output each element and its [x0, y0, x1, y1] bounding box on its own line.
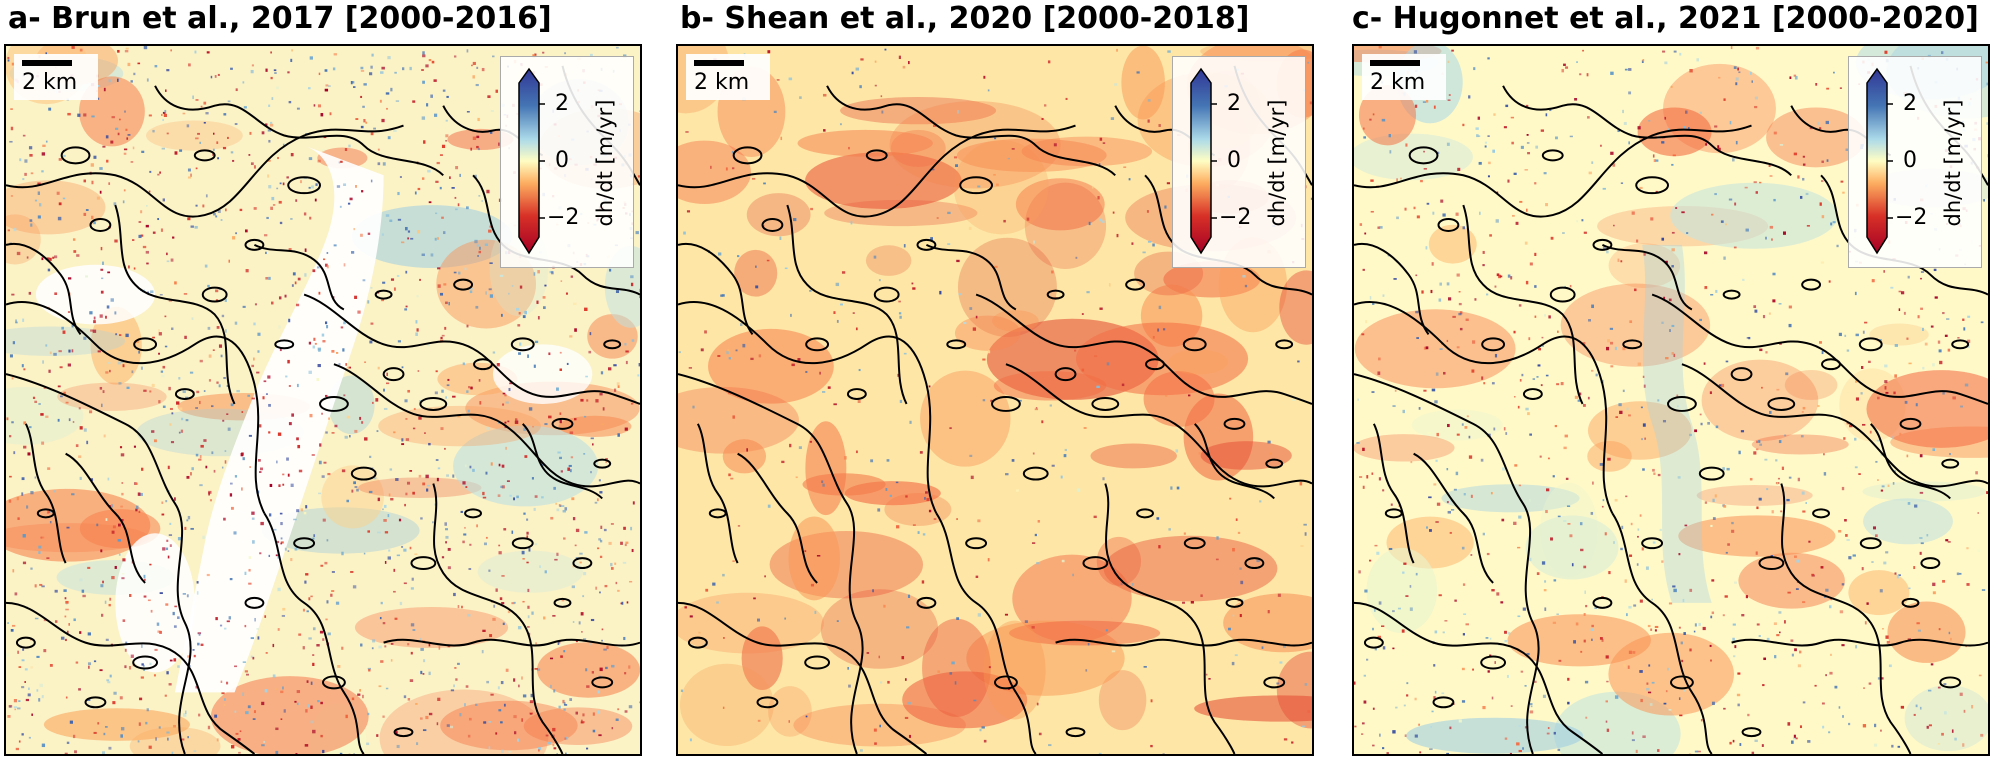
scale-bar-label: 2 km	[1370, 70, 1426, 95]
colorbar: 2 0 −2 dh/dt [m/yr]	[500, 56, 634, 268]
scale-bar-line	[694, 60, 744, 66]
colorbar-tick-max: 2	[555, 91, 569, 116]
scale-bar-label: 2 km	[22, 70, 78, 95]
colorbar-label: dh/dt [m/yr]	[1941, 99, 1965, 227]
scale-bar-line	[22, 60, 72, 66]
panel-b-map[interactable]: 2 km 2 0 −2 dh/dt [m/yr]	[676, 44, 1314, 756]
panel-c-map[interactable]: 2 km 2 0 −2 dh/dt [m/yr]	[1352, 44, 1990, 756]
colorbar-gradient	[1866, 67, 1893, 255]
colorbar-tick-zero: 0	[1227, 148, 1241, 173]
panel-c-title: c- Hugonnet et al., 2021 [2000-2020]	[1352, 1, 1979, 36]
panel-a-title: a- Brun et al., 2017 [2000-2016]	[8, 1, 552, 36]
scale-bar-line	[1370, 60, 1420, 66]
colorbar-tick-zero: 0	[555, 148, 569, 173]
panel-b: b- Shean et al., 2020 [2000-2018] 2 km 2…	[672, 0, 1322, 763]
scale-bar: 2 km	[686, 54, 770, 100]
colorbar-tick-min: −2	[547, 205, 580, 230]
scale-bar: 2 km	[1362, 54, 1446, 100]
scale-bar: 2 km	[14, 54, 98, 100]
colorbar-label: dh/dt [m/yr]	[593, 99, 617, 227]
panel-c: c- Hugonnet et al., 2021 [2000-2020] 2 k…	[1344, 0, 1994, 763]
colorbar-gradient	[1190, 67, 1217, 255]
colorbar-tick-max: 2	[1903, 91, 1917, 116]
colorbar-label: dh/dt [m/yr]	[1265, 99, 1289, 227]
colorbar: 2 0 −2 dh/dt [m/yr]	[1172, 56, 1306, 268]
colorbar-tick-max: 2	[1227, 91, 1241, 116]
panel-b-title: b- Shean et al., 2020 [2000-2018]	[680, 1, 1250, 36]
colorbar-tick-min: −2	[1895, 205, 1928, 230]
colorbar-tick-zero: 0	[1903, 148, 1917, 173]
panel-a-map[interactable]: 2 km 2 0 −2 dh/dt [m/yr]	[4, 44, 642, 756]
colorbar-gradient	[518, 67, 545, 255]
colorbar-tick-min: −2	[1219, 205, 1252, 230]
colorbar: 2 0 −2 dh/dt [m/yr]	[1848, 56, 1982, 268]
panel-a: a- Brun et al., 2017 [2000-2016] 2 km 2 …	[0, 0, 650, 763]
scale-bar-label: 2 km	[694, 70, 750, 95]
